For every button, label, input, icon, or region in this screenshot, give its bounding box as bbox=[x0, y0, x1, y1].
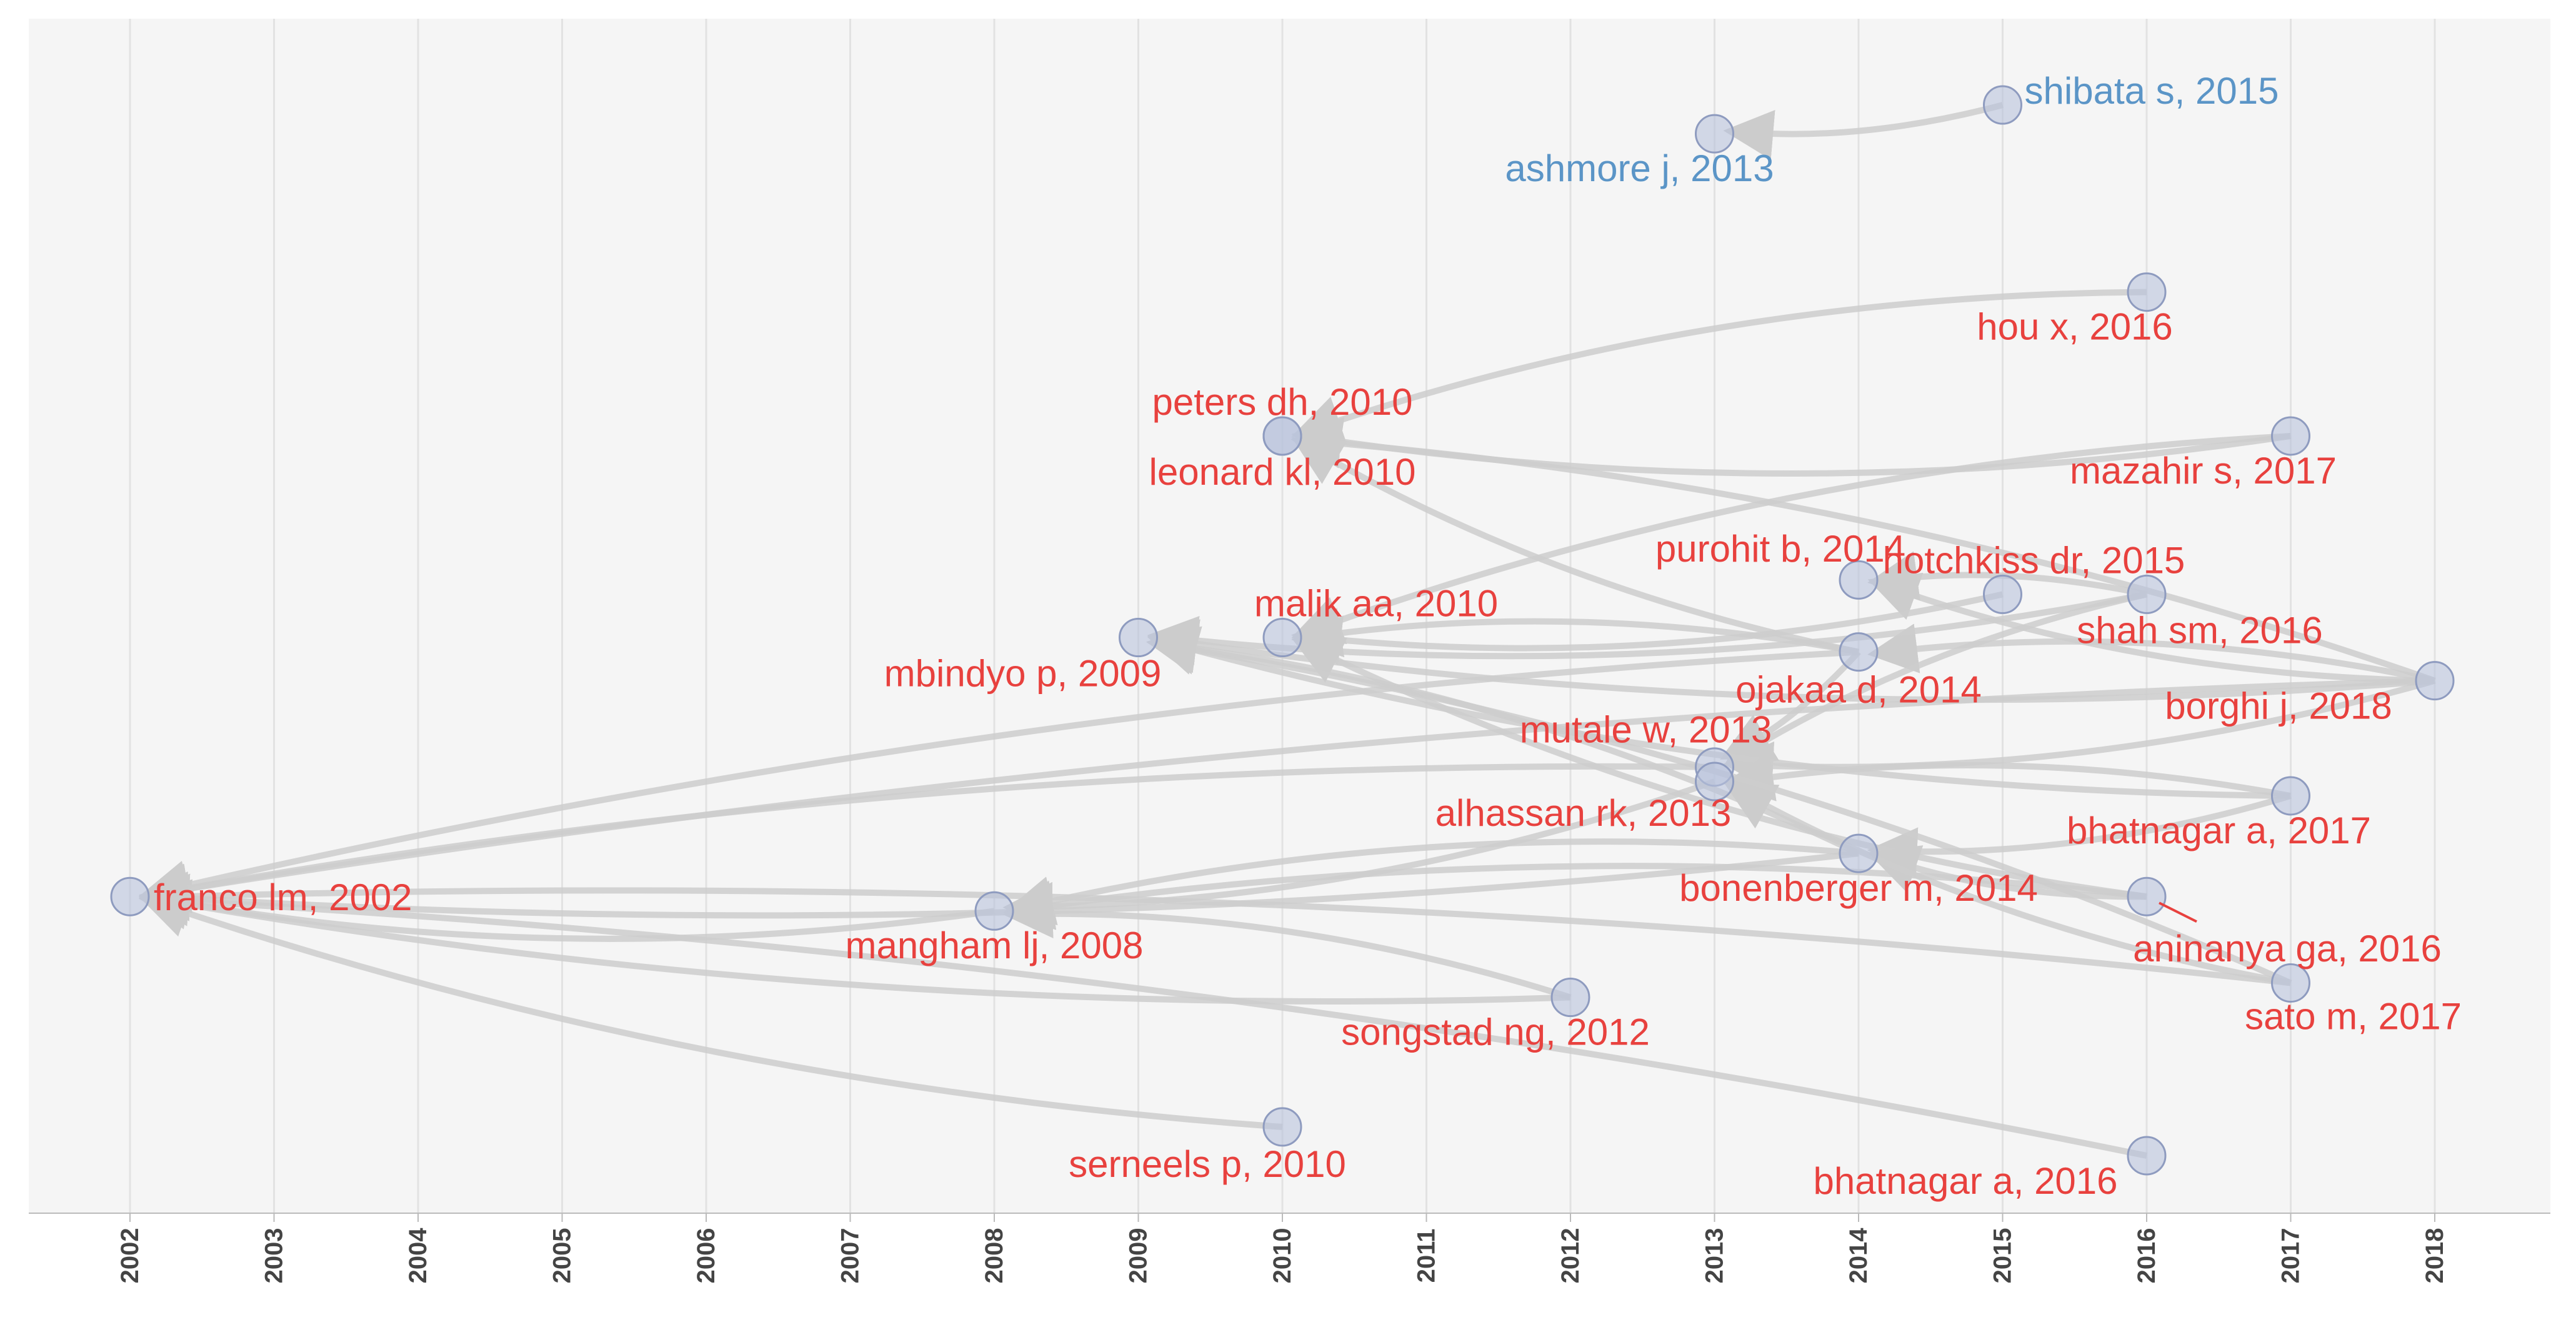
node-ojakaa_2014[interactable] bbox=[1839, 632, 1879, 672]
x-tick-label: 2003 bbox=[261, 1228, 288, 1284]
node-purohit_2014[interactable] bbox=[1839, 560, 1879, 600]
edge-sato_2017-to-franco_2002 bbox=[138, 871, 2292, 986]
edge-borghi_2018-to-leonard_2010 bbox=[1290, 418, 2436, 684]
x-tick-label: 2016 bbox=[2133, 1228, 2160, 1284]
label-malik_2010: malik aa, 2010 bbox=[1254, 582, 1498, 624]
label-mbindyo_2009: mbindyo p, 2009 bbox=[884, 652, 1162, 694]
node-aninanya_2016[interactable] bbox=[2127, 876, 2167, 916]
label-purohit_2014: purohit b, 2014 bbox=[1655, 528, 1905, 570]
edge-songstad_2012-to-franco_2002 bbox=[139, 880, 1571, 1005]
label-leonard_2010: leonard kl, 2010 bbox=[1149, 451, 1416, 493]
x-tick-label: 2010 bbox=[1269, 1228, 1296, 1284]
label-songstad_2012: songstad ng, 2012 bbox=[1341, 1011, 1650, 1053]
edge-aninanya_2016-to-malik_2010 bbox=[1291, 637, 2147, 900]
edges bbox=[138, 102, 2436, 1159]
label-hotchkiss_2015: hotchkiss dr, 2015 bbox=[1883, 539, 2185, 581]
edge-hotchkiss_2015-to-malik_2010 bbox=[1291, 591, 2004, 665]
node-songstad_2012[interactable] bbox=[1550, 978, 1590, 1018]
label-bhatnagar_2017: bhatnagar a, 2017 bbox=[2067, 810, 2371, 851]
edge-bonenberger_2014-to-mangham_2008 bbox=[1003, 838, 1859, 926]
x-tick-label: 2007 bbox=[837, 1228, 864, 1284]
x-tick-label: 2009 bbox=[1125, 1228, 1152, 1284]
label-serneels_2010: serneels p, 2010 bbox=[1069, 1143, 1346, 1185]
x-tick-label: 2006 bbox=[692, 1228, 720, 1284]
label-borghi_2018: borghi j, 2018 bbox=[2165, 685, 2392, 727]
label-shibata_2015: shibata s, 2015 bbox=[2025, 70, 2279, 112]
edge-bhatnagar_2017-to-alhassan_2013 bbox=[1723, 752, 2292, 801]
node-sato_2017[interactable] bbox=[2271, 963, 2310, 1003]
x-tick-label: 2011 bbox=[1413, 1229, 1440, 1283]
node-labels: franco lm, 2002 mangham lj, 2008 mbindyo p… bbox=[154, 70, 2462, 1202]
label-mazahir_2017: mazahir s, 2017 bbox=[2070, 450, 2337, 492]
node-bonenberger_2014[interactable] bbox=[1839, 833, 1879, 873]
node-mbindyo_2009[interactable] bbox=[1119, 618, 1158, 658]
edge-borghi_2018-to-purohit_2014 bbox=[1867, 572, 2435, 684]
edge-aninanya_2016-to-bonenberger_2014 bbox=[1867, 845, 2147, 900]
x-tick-label: 2002 bbox=[116, 1228, 144, 1284]
node-bhatnagar_2016[interactable] bbox=[2127, 1136, 2167, 1176]
x-tick-label: 2014 bbox=[1845, 1228, 1872, 1284]
label-bonenberger_2014: bonenberger m, 2014 bbox=[1679, 867, 2038, 909]
edge-mazahir_2017-to-malik_2010 bbox=[1291, 432, 2291, 645]
edge-ojakaa_2014-to-malik_2010 bbox=[1291, 608, 1859, 658]
node-ashmore_2013[interactable] bbox=[1695, 114, 1734, 154]
label-franco_2002: franco lm, 2002 bbox=[154, 876, 412, 918]
label-leader-aninanya bbox=[2159, 901, 2197, 923]
edge-serneels_2010-to-franco_2002 bbox=[139, 889, 1283, 1130]
x-tick-label: 2013 bbox=[1701, 1228, 1729, 1284]
edge-bhatnagar_2017-to-bonenberger_2014 bbox=[1867, 793, 2292, 878]
label-shah_2016: shah sm, 2016 bbox=[2077, 609, 2323, 651]
x-tick-label: 2017 bbox=[2277, 1228, 2305, 1284]
edge-ojakaa_2014-to-franco_2002 bbox=[139, 648, 1859, 910]
edge-hou_2016-to-peters_2010 bbox=[1291, 289, 2147, 444]
label-ojakaa_2014: ojakaa d, 2014 bbox=[1735, 668, 1982, 710]
nodes bbox=[110, 85, 2455, 1176]
edge-shibata_2015-to-ashmore_2013 bbox=[1723, 102, 2004, 160]
x-tick-label: 2018 bbox=[2421, 1228, 2449, 1284]
x-tick-label: 2015 bbox=[1989, 1228, 2017, 1284]
node-hou_2016[interactable] bbox=[2127, 272, 2167, 312]
node-franco_2002[interactable] bbox=[110, 876, 150, 916]
node-mazahir_2017[interactable] bbox=[2271, 416, 2310, 456]
node-malik_2010[interactable] bbox=[1262, 618, 1302, 658]
edge-ojakaa_2014-to-mutale_2013 bbox=[1720, 650, 1861, 760]
edge-songstad_2012-to-mangham_2008 bbox=[1002, 888, 1572, 1001]
node-borghi_2018[interactable] bbox=[2415, 661, 2455, 701]
edge-shah_2016-to-mutale_2013 bbox=[1724, 591, 2148, 766]
node-hotchkiss_2015[interactable] bbox=[1983, 574, 2022, 614]
x-tick-label: 2004 bbox=[404, 1228, 432, 1284]
label-mutale_2013: mutale w, 2013 bbox=[1520, 709, 1772, 751]
label-peters_2010: peters dh, 2010 bbox=[1152, 381, 1413, 423]
plot-background bbox=[29, 19, 2550, 1213]
node-mangham_2008[interactable] bbox=[974, 891, 1014, 931]
x-tick-label: 2005 bbox=[549, 1228, 576, 1284]
edge-alhassan_2013-to-mangham_2008 bbox=[1002, 778, 1716, 932]
x-tick-label: 2008 bbox=[981, 1228, 1008, 1284]
node-shibata_2015[interactable] bbox=[1983, 85, 2022, 125]
x-axis: 2002 2003 2004 2005 2006 2007 2008 2009 2010 2011… bbox=[29, 1213, 2550, 1283]
node-serneels_2010[interactable] bbox=[1262, 1107, 1302, 1147]
edge-mutale_2013-to-franco_2002 bbox=[139, 763, 1715, 913]
label-sato_2017: sato m, 2017 bbox=[2245, 995, 2462, 1037]
node-bhatnagar_2017[interactable] bbox=[2271, 776, 2310, 816]
label-bhatnagar_2016: bhatnagar a, 2016 bbox=[1813, 1160, 2117, 1202]
label-aninanya_2016: aninanya ga, 2016 bbox=[2133, 928, 2442, 970]
label-ashmore_2013: ashmore j, 2013 bbox=[1505, 147, 1774, 189]
edge-sato_2017-to-alhassan_2013 bbox=[1724, 782, 2292, 986]
label-mangham_2008: mangham lj, 2008 bbox=[846, 925, 1144, 966]
edge-borghi_2018-to-ojakaa_2014 bbox=[1867, 623, 2436, 684]
edge-bhatnagar_2016-to-franco_2002 bbox=[138, 876, 2148, 1159]
node-leonard_2010[interactable] bbox=[1262, 416, 1302, 456]
edge-mangham_2008-to-franco_2002 bbox=[139, 879, 995, 942]
node-alhassan_2013[interactable] bbox=[1695, 762, 1734, 801]
node-shah_2016[interactable] bbox=[2127, 574, 2167, 614]
x-tick-label: 2012 bbox=[1557, 1228, 1584, 1284]
label-alhassan_2013: alhassan rk, 2013 bbox=[1435, 792, 1732, 834]
label-hou_2016: hou x, 2016 bbox=[1977, 305, 2173, 347]
